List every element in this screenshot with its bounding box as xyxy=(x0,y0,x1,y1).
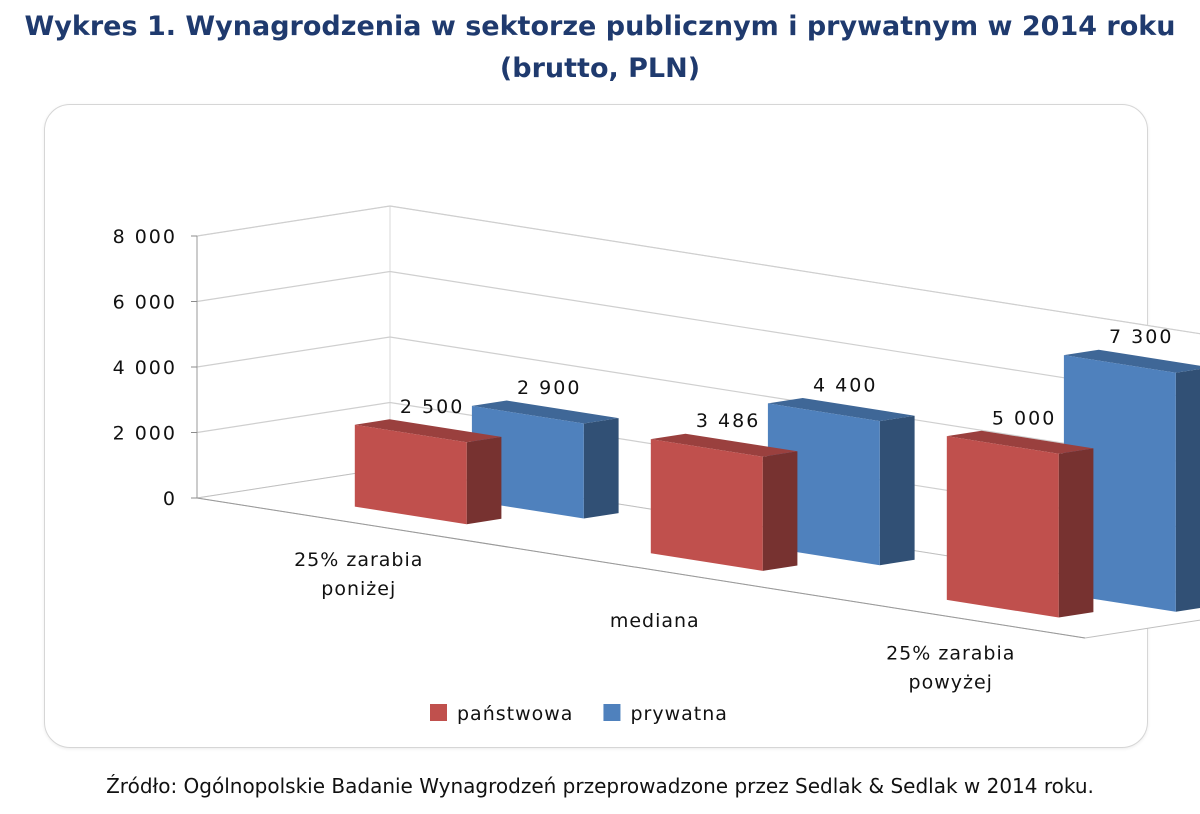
bar-front xyxy=(946,436,1059,618)
y-axis-ticks: 0 2 000 4 000 6 000 8 000 xyxy=(113,226,197,510)
y-tick-label: 8 000 xyxy=(113,226,177,248)
legend-swatch-prywatna xyxy=(603,704,621,721)
bar-panstwowa xyxy=(354,419,502,525)
bar-side xyxy=(1175,369,1200,612)
bar-side xyxy=(762,451,798,571)
bar-top xyxy=(354,419,502,443)
data-label: 5 000 xyxy=(992,407,1056,429)
bar-panstwowa xyxy=(946,430,1094,618)
bar-top xyxy=(1063,349,1200,373)
bar-top xyxy=(650,433,798,457)
x-axis-line xyxy=(196,497,1086,639)
bar-front xyxy=(650,439,763,571)
gridline xyxy=(196,205,1200,335)
bar-side xyxy=(583,418,619,519)
bar-top xyxy=(471,400,619,424)
legend-label: państwowa xyxy=(457,703,573,725)
data-label: 3 486 xyxy=(696,410,760,432)
data-label: 4 400 xyxy=(813,375,877,397)
legend-swatch-panstwowa xyxy=(430,704,447,721)
source-note: Źródło: Ogólnopolskie Badanie Wynagrodze… xyxy=(106,774,1094,798)
data-labels: 2 900 4 400 7 300 2 500 3 486 5 000 xyxy=(400,326,1173,432)
bar-prywatna xyxy=(471,400,619,519)
bar-top xyxy=(946,430,1094,454)
bar-panstwowa xyxy=(650,433,798,571)
title-line-1: Wykres 1. Wynagrodzenia w sektorze publi… xyxy=(24,11,1176,42)
data-label: 2 500 xyxy=(400,396,464,418)
bars xyxy=(354,349,1200,618)
bar-side xyxy=(466,436,502,525)
bar-top xyxy=(767,398,915,422)
bar-side xyxy=(879,415,915,566)
gridline xyxy=(196,270,1200,400)
category-label: mediana xyxy=(610,610,700,632)
bar-front xyxy=(354,424,467,525)
data-label: 2 900 xyxy=(517,377,581,399)
legend-label: prywatna xyxy=(630,703,727,725)
chart-title: Wykres 1. Wynagrodzenia w sektorze publi… xyxy=(0,6,1200,90)
y-tick-label: 2 000 xyxy=(113,423,177,445)
data-label: 7 300 xyxy=(1109,326,1173,348)
y-tick-label: 4 000 xyxy=(113,357,177,379)
category-labels: 25% zarabia poniżej mediana 25% zarabia powy… xyxy=(294,549,1015,693)
category-label: 25% zarabia powyżej xyxy=(886,642,1015,693)
y-tick-label: 6 000 xyxy=(113,292,177,314)
y-tick-label: 0 xyxy=(163,488,177,510)
legend: państwowa prywatna xyxy=(430,703,727,725)
bar-side xyxy=(1058,448,1094,618)
gridline xyxy=(196,336,1200,466)
title-line-2: (brutto, PLN) xyxy=(499,53,701,84)
category-label: 25% zarabia poniżej xyxy=(294,549,423,600)
